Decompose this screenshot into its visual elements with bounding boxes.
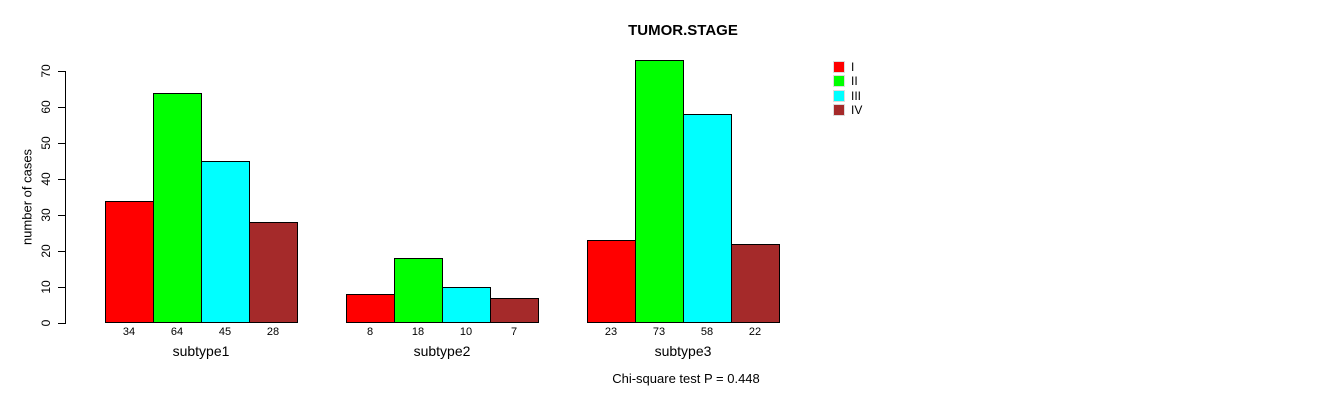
bar-subtype1-III [201,161,250,323]
bar-value-label: 22 [748,326,762,338]
bar-subtype2-I [346,294,395,323]
y-axis-tick-label: 60 [39,100,53,114]
legend-item-label: IV [851,103,863,117]
bar-subtype1-II [153,93,202,323]
bar-value-label: 45 [218,326,232,338]
legend-item-label: II [851,74,858,88]
y-axis-tick [58,287,65,288]
bar-subtype3-IV [731,244,780,323]
chart-title: TUMOR.STAGE [628,22,738,39]
bar-value-label: 58 [700,326,714,338]
legend-item-label: I [851,60,855,74]
bar-value-label: 34 [122,326,136,338]
y-axis-tick-label: 40 [39,172,53,186]
y-axis-label: number of cases [19,148,35,246]
y-axis-tick-label: 50 [39,136,53,150]
bar-subtype3-III [683,114,732,323]
y-axis-tick [58,323,65,324]
y-axis-tick-label: 20 [39,244,53,258]
x-category-label-subtype3: subtype3 [654,343,712,359]
bar-value-label: 10 [459,326,473,338]
chi-square-annotation: Chi-square test P = 0.448 [612,371,760,386]
bar-subtype2-III [442,287,491,323]
y-axis-tick-label: 30 [39,208,53,222]
bar-value-label: 7 [510,326,518,338]
x-category-label-subtype1: subtype1 [172,343,230,359]
bar-value-label: 8 [366,326,374,338]
bar-subtype1-I [105,201,154,323]
legend-swatch-I [833,61,845,73]
bar-value-label: 23 [604,326,618,338]
bar-value-label: 64 [170,326,184,338]
legend-swatch-II [833,75,845,87]
bar-value-label: 73 [652,326,666,338]
bar-value-label: 18 [411,326,425,338]
bar-subtype2-II [394,258,443,323]
bar-subtype3-I [587,240,636,323]
x-category-label-subtype2: subtype2 [413,343,471,359]
legend-item-label: III [851,89,862,103]
y-axis-tick [58,143,65,144]
bar-subtype1-IV [249,222,298,323]
y-axis-line [65,71,66,324]
y-axis-tick [58,71,65,72]
y-axis-tick [58,215,65,216]
y-axis-tick [58,179,65,180]
y-axis-tick [58,107,65,108]
bar-subtype3-II [635,60,684,323]
bar-value-label: 28 [266,326,280,338]
y-axis-tick-label: 70 [39,64,53,78]
y-axis-tick-label: 10 [39,280,53,294]
legend-swatch-III [833,90,845,102]
y-axis-tick [58,251,65,252]
legend-swatch-IV [833,104,845,116]
bar-subtype2-IV [490,298,539,323]
y-axis-tick-label: 0 [39,319,53,327]
